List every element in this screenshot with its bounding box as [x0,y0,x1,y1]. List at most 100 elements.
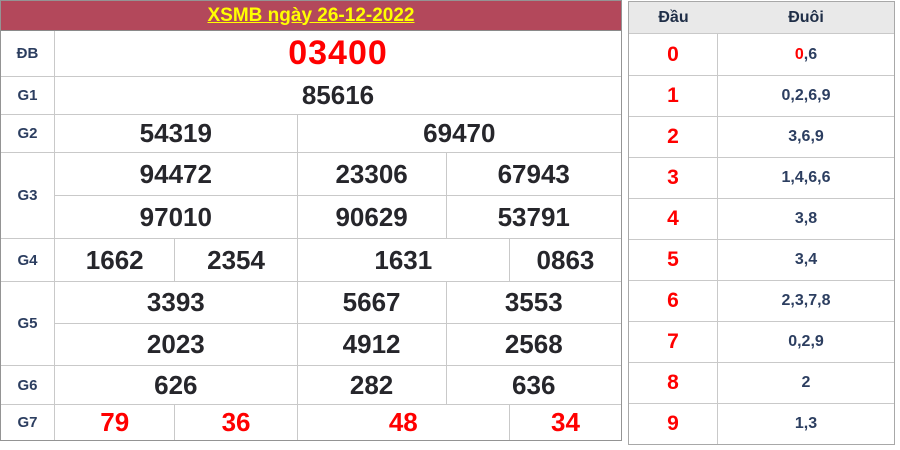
prize-number: 94472 [139,158,212,189]
column-header-duoi: Đuôi [788,8,824,26]
dau-digit: 9 [629,404,718,444]
prize-subrow: 1662 2354 1631 0863 [55,239,621,281]
dau-digit: 0 [629,34,718,75]
head-tail-row-1: 1 0,2,6,9 [629,75,894,116]
duoi-segment: ,6 [803,45,818,63]
duoi-segment: 0,2,6,9 [781,87,831,104]
prize-row-ĐB: ĐB 03400 [1,31,621,76]
prize-number: 34 [508,405,621,440]
dau-digit: 1 [629,76,718,116]
duoi-segment: 2,3,7,8 [781,292,831,309]
prize-number: 2023 [146,329,205,359]
prize-values: 1662 2354 1631 0863 [55,239,621,281]
duoi-segment: 3,6,9 [788,128,824,145]
dau-digit: 5 [629,240,718,280]
dau-digit: 8 [629,363,718,403]
results-title-link[interactable]: XSMB ngày 26-12-2022 [207,4,415,26]
duoi-segment: 3,4 [794,251,818,268]
prize-subrow: 2023 4912 2568 [55,323,621,365]
dau-digit: 6 [629,281,718,321]
prize-number: 85616 [301,80,375,110]
prize-values: 3393 5667 3553 2023 4912 2568 [55,282,621,365]
prize-number: 97010 [139,201,212,232]
prize-subrow: 03400 [55,31,621,76]
head-tail-row-5: 5 3,4 [629,239,894,280]
duoi-values: 2 [718,363,894,403]
head-tail-row-2: 2 3,6,9 [629,116,894,157]
prize-number: 1631 [296,239,509,281]
prize-subrow: 54319 69470 [55,115,621,152]
prize-values: 79 36 48 34 [55,405,621,440]
prize-number: 2568 [445,324,621,365]
prize-values: 94472 23306 67943 97010 90629 53791 [55,153,621,238]
prize-row-G7: G7 79 36 48 34 [1,404,621,440]
prize-table-header: XSMB ngày 26-12-2022 [1,1,621,31]
head-tail-row-9: 9 1,3 [629,403,894,444]
prize-number: 53791 [445,196,621,238]
prize-label: G2 [1,115,55,152]
prize-label: G5 [1,282,55,365]
prize-row-G2: G2 54319 69470 [1,114,621,152]
prize-number: 90629 [296,196,446,238]
duoi-highlight-segment: 0 [794,45,804,63]
head-tail-row-4: 4 3,8 [629,198,894,239]
column-header-dau: Đầu [658,8,689,26]
prize-number: 48 [296,405,509,440]
prize-row-G5: G5 3393 5667 3553 2023 4912 2568 [1,281,621,365]
duoi-segment: 0,2,9 [788,333,824,350]
prize-row-G1: G1 85616 [1,76,621,114]
head-tail-row-3: 3 1,4,6,6 [629,157,894,198]
prize-number: 0863 [508,239,621,281]
dau-digit: 2 [629,117,718,157]
prize-number: 636 [445,366,621,404]
prize-subrow: 626 282 636 [55,366,621,404]
prize-subrow: 3393 5667 3553 [55,282,621,323]
duoi-values: 3,8 [718,199,894,239]
prize-table-body: ĐB 03400 G1 85616 G2 54319 69470 G3 94472 23306 67… [1,31,621,440]
duoi-values: 1,4,6,6 [718,158,894,198]
prize-label: ĐB [1,31,55,76]
prize-values: 85616 [55,77,621,114]
prize-subrow: 85616 [55,77,621,114]
prize-subrow: 97010 90629 53791 [55,195,621,238]
duoi-values: 3,4 [718,240,894,280]
prize-number: 3553 [445,282,621,323]
prize-number: 5667 [296,282,446,323]
prize-row-G4: G4 1662 2354 1631 0863 [1,238,621,281]
prize-number: 03400 [288,34,388,72]
prize-table: XSMB ngày 26-12-2022 ĐB 03400 G1 85616 G2 543… [0,0,622,441]
prize-number: 54319 [139,118,212,148]
head-tail-table: Đầu Đuôi 0 0,6 1 0,2,6,9 2 3,6,9 3 1,4,6,6 4 3,8 5… [628,1,895,445]
prize-number: 282 [296,366,446,404]
prize-label: G1 [1,77,55,114]
duoi-values: 3,6,9 [718,117,894,157]
prize-number: 1662 [85,244,144,275]
prize-number: 2354 [174,239,296,281]
prize-number: 67943 [445,153,621,195]
prize-label: G3 [1,153,55,238]
duoi-values: 2,3,7,8 [718,281,894,321]
duoi-values: 0,2,9 [718,322,894,362]
prize-number: 36 [174,405,296,440]
prize-label: G4 [1,239,55,281]
prize-row-G6: G6 626 282 636 [1,365,621,404]
dau-digit: 7 [629,322,718,362]
dau-digit: 4 [629,199,718,239]
dau-digit: 3 [629,158,718,198]
prize-number: 626 [154,369,198,400]
duoi-segment: 1,3 [794,415,818,432]
head-tail-row-0: 0 0,6 [629,34,894,75]
prize-number: 4912 [296,324,446,365]
head-tail-body: 0 0,6 1 0,2,6,9 2 3,6,9 3 1,4,6,6 4 3,8 5 3,4 6 2,3,7… [629,34,894,444]
prize-number: 79 [100,407,130,437]
prize-number: 69470 [296,115,621,152]
prize-label: G6 [1,366,55,404]
head-tail-row-7: 7 0,2,9 [629,321,894,362]
prize-subrow: 94472 23306 67943 [55,153,621,195]
duoi-segment: 1,4,6,6 [781,169,831,186]
duoi-values: 0,6 [718,34,894,75]
duoi-values: 0,2,6,9 [718,76,894,116]
prize-values: 626 282 636 [55,366,621,404]
